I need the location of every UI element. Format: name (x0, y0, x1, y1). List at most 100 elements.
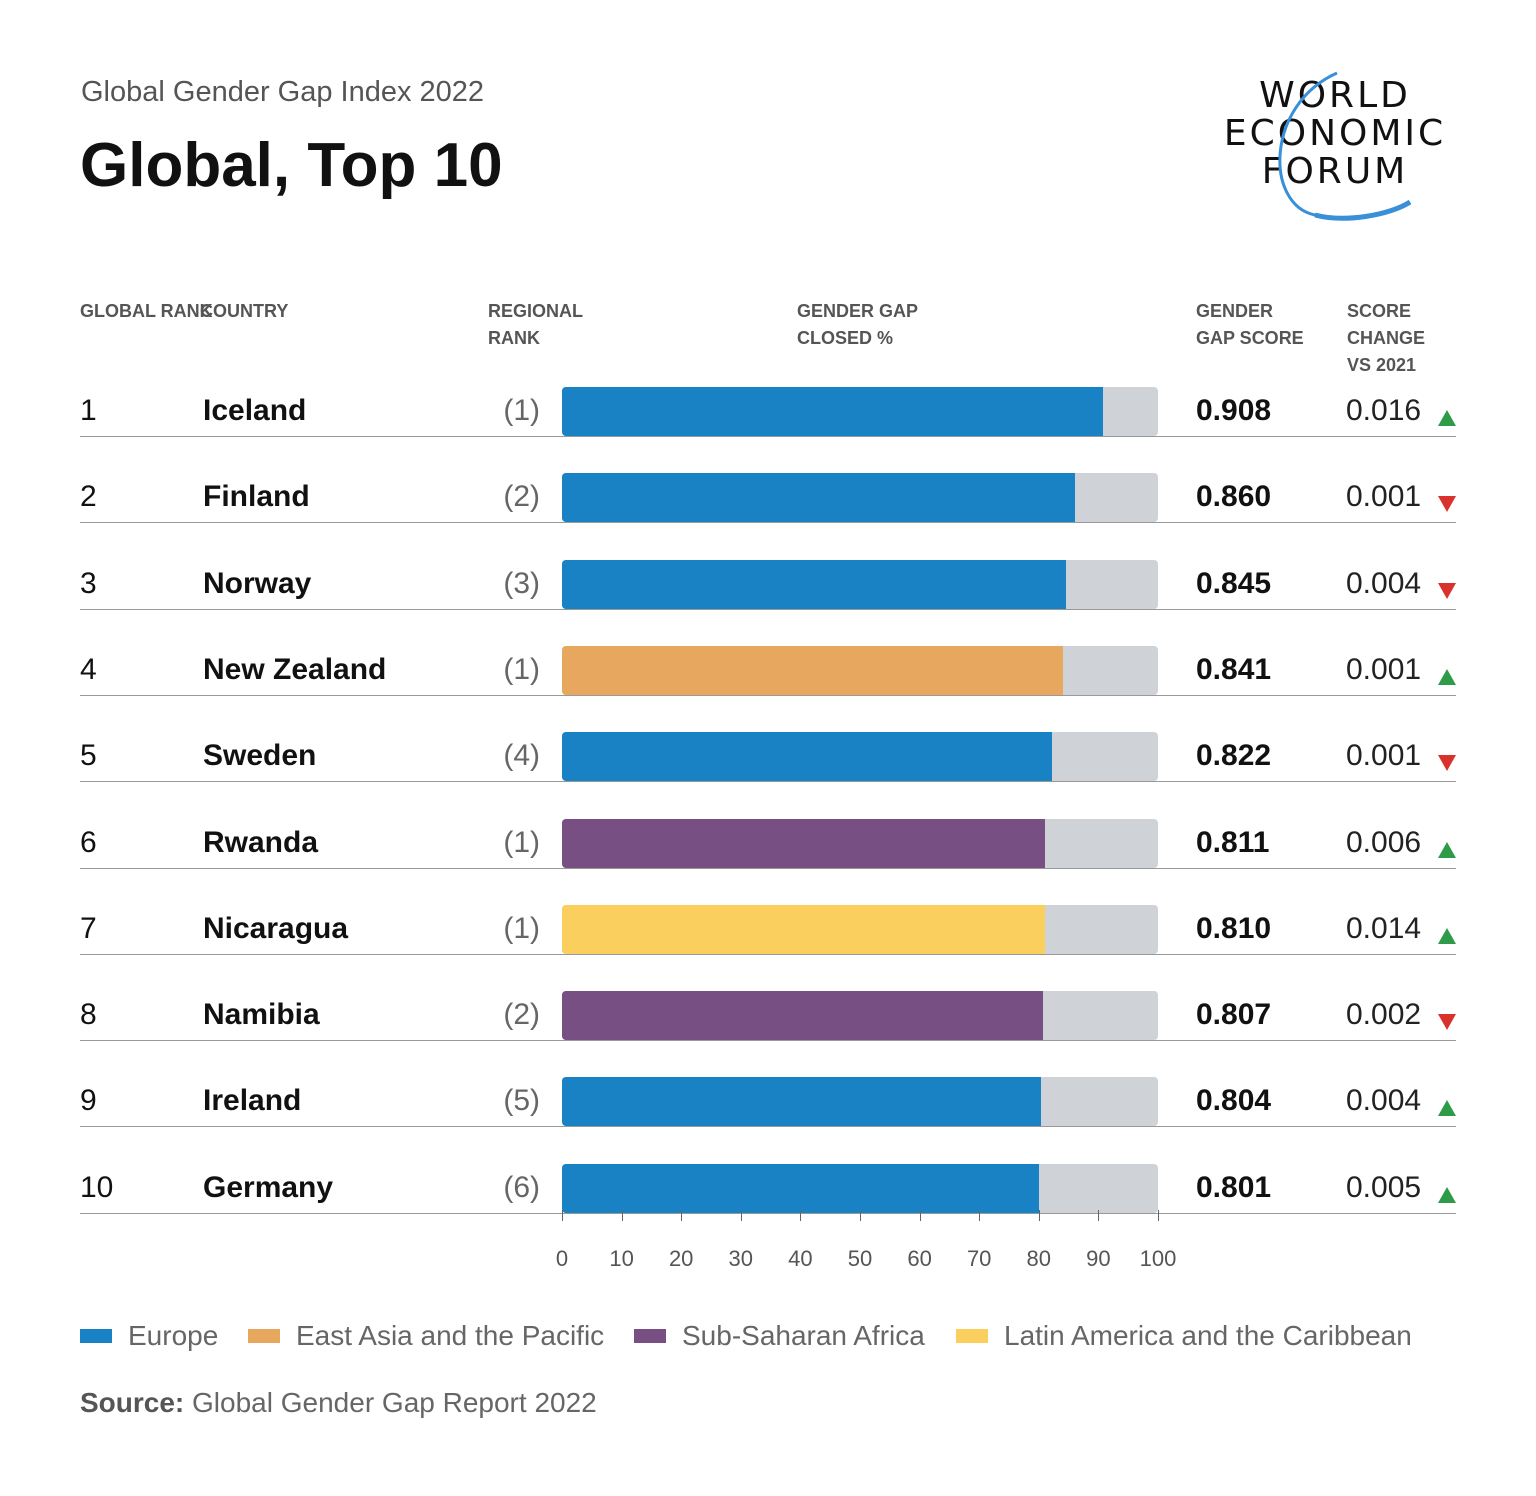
row-divider (80, 953, 1456, 955)
axis-tick-label: 40 (788, 1246, 813, 1271)
country-name: Iceland (203, 394, 307, 427)
country-name: Finland (203, 480, 310, 514)
chart-title: Global, Top 10 (80, 131, 503, 200)
bar-track (562, 1077, 1158, 1127)
row-divider (80, 867, 1456, 869)
source-text: Global Gender Gap Report 2022 (184, 1387, 597, 1418)
row-divider (80, 436, 1456, 437)
score-change: 0.016 (1346, 394, 1422, 427)
regional-rank: (1) (503, 394, 540, 427)
regional-rank: (4) (503, 739, 540, 773)
regional-rank: (2) (503, 480, 540, 514)
score-change: 0.014 (1346, 911, 1422, 945)
global-rank: 8 (80, 998, 97, 1032)
header-global-rank: GLOBAL RANK (80, 301, 213, 321)
global-rank: 7 (80, 911, 97, 945)
bar-fill (562, 645, 1064, 695)
axis-tick-label: 0 (555, 1246, 569, 1271)
triangle-up-icon (1438, 841, 1456, 858)
axis-tick (979, 1210, 981, 1221)
axis-tick (860, 1210, 861, 1221)
header-regional-rank: REGIONAL RANK (488, 301, 583, 348)
triangle-up-icon (1438, 1186, 1456, 1203)
bar-track (562, 473, 1158, 523)
bar-fill (562, 818, 1046, 868)
score-change: 0.005 (1346, 1170, 1422, 1204)
global-rank: 5 (80, 739, 97, 773)
wef-logo: WORLD ECONOMIC FORUM (1224, 71, 1446, 221)
legend-item: Latin America and the Caribbean (956, 1320, 1412, 1352)
score-change: 0.002 (1346, 998, 1422, 1032)
gender-gap-score: 0.804 (1196, 1084, 1272, 1118)
legend-label: Sub-Saharan Africa (682, 1320, 925, 1351)
score-change: 0.001 (1346, 480, 1422, 514)
country-name: New Zealand (203, 652, 387, 686)
regional-rank: (1) (503, 825, 540, 859)
gender-gap-score: 0.811 (1196, 825, 1270, 859)
row-divider (80, 781, 1456, 783)
bar-fill (562, 1077, 1042, 1127)
score-change: 0.001 (1346, 739, 1422, 773)
bar-fill (562, 991, 1043, 1041)
row-divider (80, 608, 1456, 610)
legend-swatch (956, 1329, 988, 1343)
header-change: SCORE CHANGE VS 2021 (1347, 301, 1426, 375)
chart-subtitle: Global Gender Gap Index 2022 (81, 76, 485, 108)
legend-swatch (634, 1329, 666, 1343)
axis-tick-label: 20 (668, 1246, 694, 1271)
country-name: Sweden (203, 739, 317, 773)
bar-track (562, 818, 1158, 868)
axis-tick-label: 30 (728, 1246, 754, 1271)
svg-text:ECONOMIC: ECONOMIC (1224, 113, 1446, 154)
axis-tick-label: 60 (907, 1246, 932, 1271)
triangle-up-icon (1438, 410, 1456, 426)
country-name: Namibia (203, 998, 320, 1032)
legend-label: Europe (128, 1320, 219, 1351)
bar-track (562, 904, 1158, 954)
bar-track (562, 387, 1158, 436)
score-change: 0.006 (1346, 825, 1422, 859)
gender-gap-score: 0.801 (1196, 1170, 1272, 1204)
gender-gap-score: 0.807 (1196, 998, 1272, 1032)
triangle-down-icon (1438, 582, 1456, 599)
bar-fill (562, 559, 1066, 609)
regional-rank: (1) (503, 911, 540, 945)
bar-track (562, 991, 1158, 1041)
gender-gap-score: 0.841 (1196, 652, 1272, 686)
global-rank: 3 (80, 566, 97, 600)
global-rank: 4 (80, 652, 97, 686)
gender-gap-score: 0.845 (1196, 566, 1272, 600)
legend-swatch (80, 1329, 112, 1343)
global-rank: 2 (80, 480, 97, 514)
gender-gap-score: 0.822 (1196, 739, 1272, 773)
score-change: 0.004 (1346, 566, 1422, 600)
legend-label: Latin America and the Caribbean (1004, 1320, 1412, 1351)
global-rank: 9 (80, 1084, 97, 1118)
triangle-down-icon (1438, 1014, 1456, 1031)
axis-tick-label: 50 (847, 1246, 873, 1271)
axis-tick-label: 10 (609, 1246, 634, 1271)
header-country: COUNTRY (200, 301, 289, 321)
bar-track (562, 732, 1158, 782)
country-name: Germany (203, 1170, 334, 1204)
legend-item: Europe (80, 1320, 218, 1352)
bar-fill (562, 732, 1052, 782)
source-label: Source: (80, 1387, 185, 1418)
regional-rank: (6) (503, 1170, 540, 1204)
score-change: 0.004 (1346, 1084, 1422, 1118)
triangle-up-icon (1438, 927, 1456, 944)
bar-fill (562, 473, 1075, 523)
row-divider (80, 694, 1456, 696)
bar-track (562, 1163, 1158, 1213)
row-divider (80, 1212, 1456, 1214)
legend-item: East Asia and the Pacific (248, 1320, 604, 1352)
row-divider (80, 1126, 1456, 1128)
axis-tick-label: 70 (966, 1246, 992, 1271)
axis-tick (621, 1210, 623, 1221)
row-divider (80, 1040, 1456, 1042)
axis-tick-label: 100 (1139, 1246, 1177, 1271)
legend-swatch (248, 1329, 280, 1343)
country-name: Ireland (203, 1084, 302, 1118)
legend-item: Sub-Saharan Africa (634, 1320, 925, 1352)
country-name: Rwanda (203, 825, 319, 859)
